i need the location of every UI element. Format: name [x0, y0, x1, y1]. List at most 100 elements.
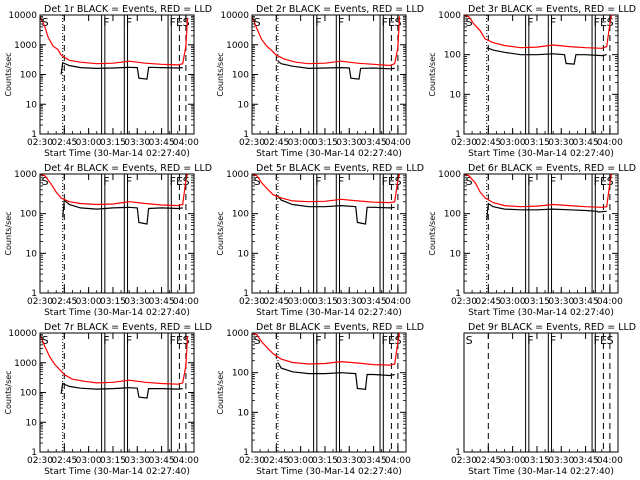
series-events	[486, 202, 607, 220]
series-lld	[464, 15, 613, 49]
y-axis-title: Counts/sec	[216, 52, 225, 96]
flag-label: FE	[382, 334, 395, 347]
y-tick-label: 100	[232, 369, 249, 379]
x-tick-label: 03:45	[361, 138, 387, 148]
plot-frame	[251, 173, 407, 294]
series-events	[62, 198, 183, 225]
flag-label: F	[550, 16, 556, 29]
y-tick-label: 1	[31, 289, 37, 299]
flag-label: F	[126, 16, 132, 29]
x-tick-label: 04:00	[173, 297, 199, 307]
y-axis-title: Counts/sec	[4, 370, 13, 414]
x-tick-label: 03:30	[336, 297, 362, 307]
x-tick-label: 03:15	[312, 456, 338, 466]
flag-label: F	[338, 334, 344, 347]
y-tick-label: 100	[20, 71, 37, 81]
x-tick-label: 02:45	[51, 297, 77, 307]
x-tick-label: 02:45	[51, 456, 77, 466]
x-tick-label: 03:45	[149, 297, 175, 307]
flag-label: S	[466, 16, 473, 29]
y-axis-title: Counts/sec	[4, 52, 13, 96]
flag-label: F	[103, 175, 109, 188]
y-tick-label: 1000	[226, 41, 249, 51]
series-events	[60, 382, 183, 399]
flag-label: F	[103, 334, 109, 347]
y-tick-label: 100	[20, 389, 37, 399]
flag-label: FE	[382, 16, 395, 29]
plot-frame	[463, 332, 619, 453]
flag-label: S	[254, 334, 261, 347]
x-tick-label: 03:15	[100, 297, 126, 307]
y-tick-label: 100	[232, 210, 249, 220]
y-axis-title: Counts/sec	[428, 211, 437, 255]
y-tick-label: 10	[238, 100, 250, 110]
x-tick-label: 03:00	[76, 138, 102, 148]
flag-label: F	[550, 175, 556, 188]
series-events	[60, 61, 183, 80]
plot-frame	[463, 173, 619, 294]
y-tick-label: 10	[238, 249, 250, 259]
flag-label: FE	[594, 175, 607, 188]
x-tick-label: 02:30	[27, 138, 53, 148]
series-events	[277, 362, 395, 390]
x-tick-label: 03:00	[288, 138, 314, 148]
x-tick-label: 03:00	[500, 138, 526, 148]
panel-title: Det 3r BLACK = Events, RED = LLD	[468, 4, 636, 15]
x-axis-title: Start Time (30-Mar-14 02:27:40)	[256, 467, 402, 477]
x-tick-label: 02:45	[475, 297, 501, 307]
x-tick-label: 03:15	[100, 456, 126, 466]
y-tick-label: 1000	[226, 329, 249, 339]
y-tick-label: 1000	[438, 11, 461, 21]
flag-label: S	[466, 175, 473, 188]
flag-label: F	[126, 175, 132, 188]
flag-label: S	[42, 175, 49, 188]
y-tick-label: 10000	[220, 11, 249, 21]
panel-title: Det 8r BLACK = Events, RED = LLD	[256, 322, 424, 333]
x-tick-label: 03:30	[124, 138, 150, 148]
x-tick-label: 04:00	[173, 456, 199, 466]
y-tick-label: 10	[450, 90, 462, 100]
x-tick-label: 02:45	[475, 138, 501, 148]
y-axis-title: Counts/sec	[216, 211, 225, 255]
x-tick-label: 03:45	[149, 138, 175, 148]
x-tick-label: 02:45	[475, 456, 501, 466]
x-tick-label: 03:15	[524, 297, 550, 307]
flag-label: S	[183, 16, 190, 29]
y-tick-label: 10000	[8, 329, 37, 339]
flag-label: F	[126, 334, 132, 347]
series-lld	[40, 16, 189, 66]
y-tick-label: 1000	[438, 170, 461, 180]
panel-title: Det 7r BLACK = Events, RED = LLD	[44, 322, 212, 333]
flag-label: F	[550, 334, 556, 347]
y-tick-label: 1000	[14, 170, 37, 180]
x-tick-label: 03:30	[124, 456, 150, 466]
x-tick-label: 03:30	[548, 297, 574, 307]
flag-label: F	[315, 334, 321, 347]
x-tick-label: 02:30	[451, 138, 477, 148]
x-axis-title: Start Time (30-Mar-14 02:27:40)	[44, 308, 190, 318]
y-tick-label: 1	[243, 289, 249, 299]
y-tick-label: 1	[243, 448, 249, 458]
x-axis-title: Start Time (30-Mar-14 02:27:40)	[256, 308, 402, 318]
series-events	[277, 195, 395, 225]
x-tick-label: 03:45	[573, 138, 599, 148]
x-tick-label: 03:00	[76, 456, 102, 466]
x-tick-label: 04:00	[173, 138, 199, 148]
x-tick-label: 03:00	[288, 456, 314, 466]
flag-label: F	[338, 175, 344, 188]
y-tick-label: 10000	[8, 11, 37, 21]
flag-label: S	[183, 334, 190, 347]
y-tick-label: 1	[455, 130, 461, 140]
y-tick-label: 10	[26, 100, 38, 110]
series-events	[277, 60, 395, 80]
x-tick-label: 03:15	[312, 297, 338, 307]
y-tick-label: 1	[243, 130, 249, 140]
flag-label: FE	[594, 334, 607, 347]
x-tick-label: 02:30	[27, 297, 53, 307]
x-tick-label: 03:30	[548, 138, 574, 148]
